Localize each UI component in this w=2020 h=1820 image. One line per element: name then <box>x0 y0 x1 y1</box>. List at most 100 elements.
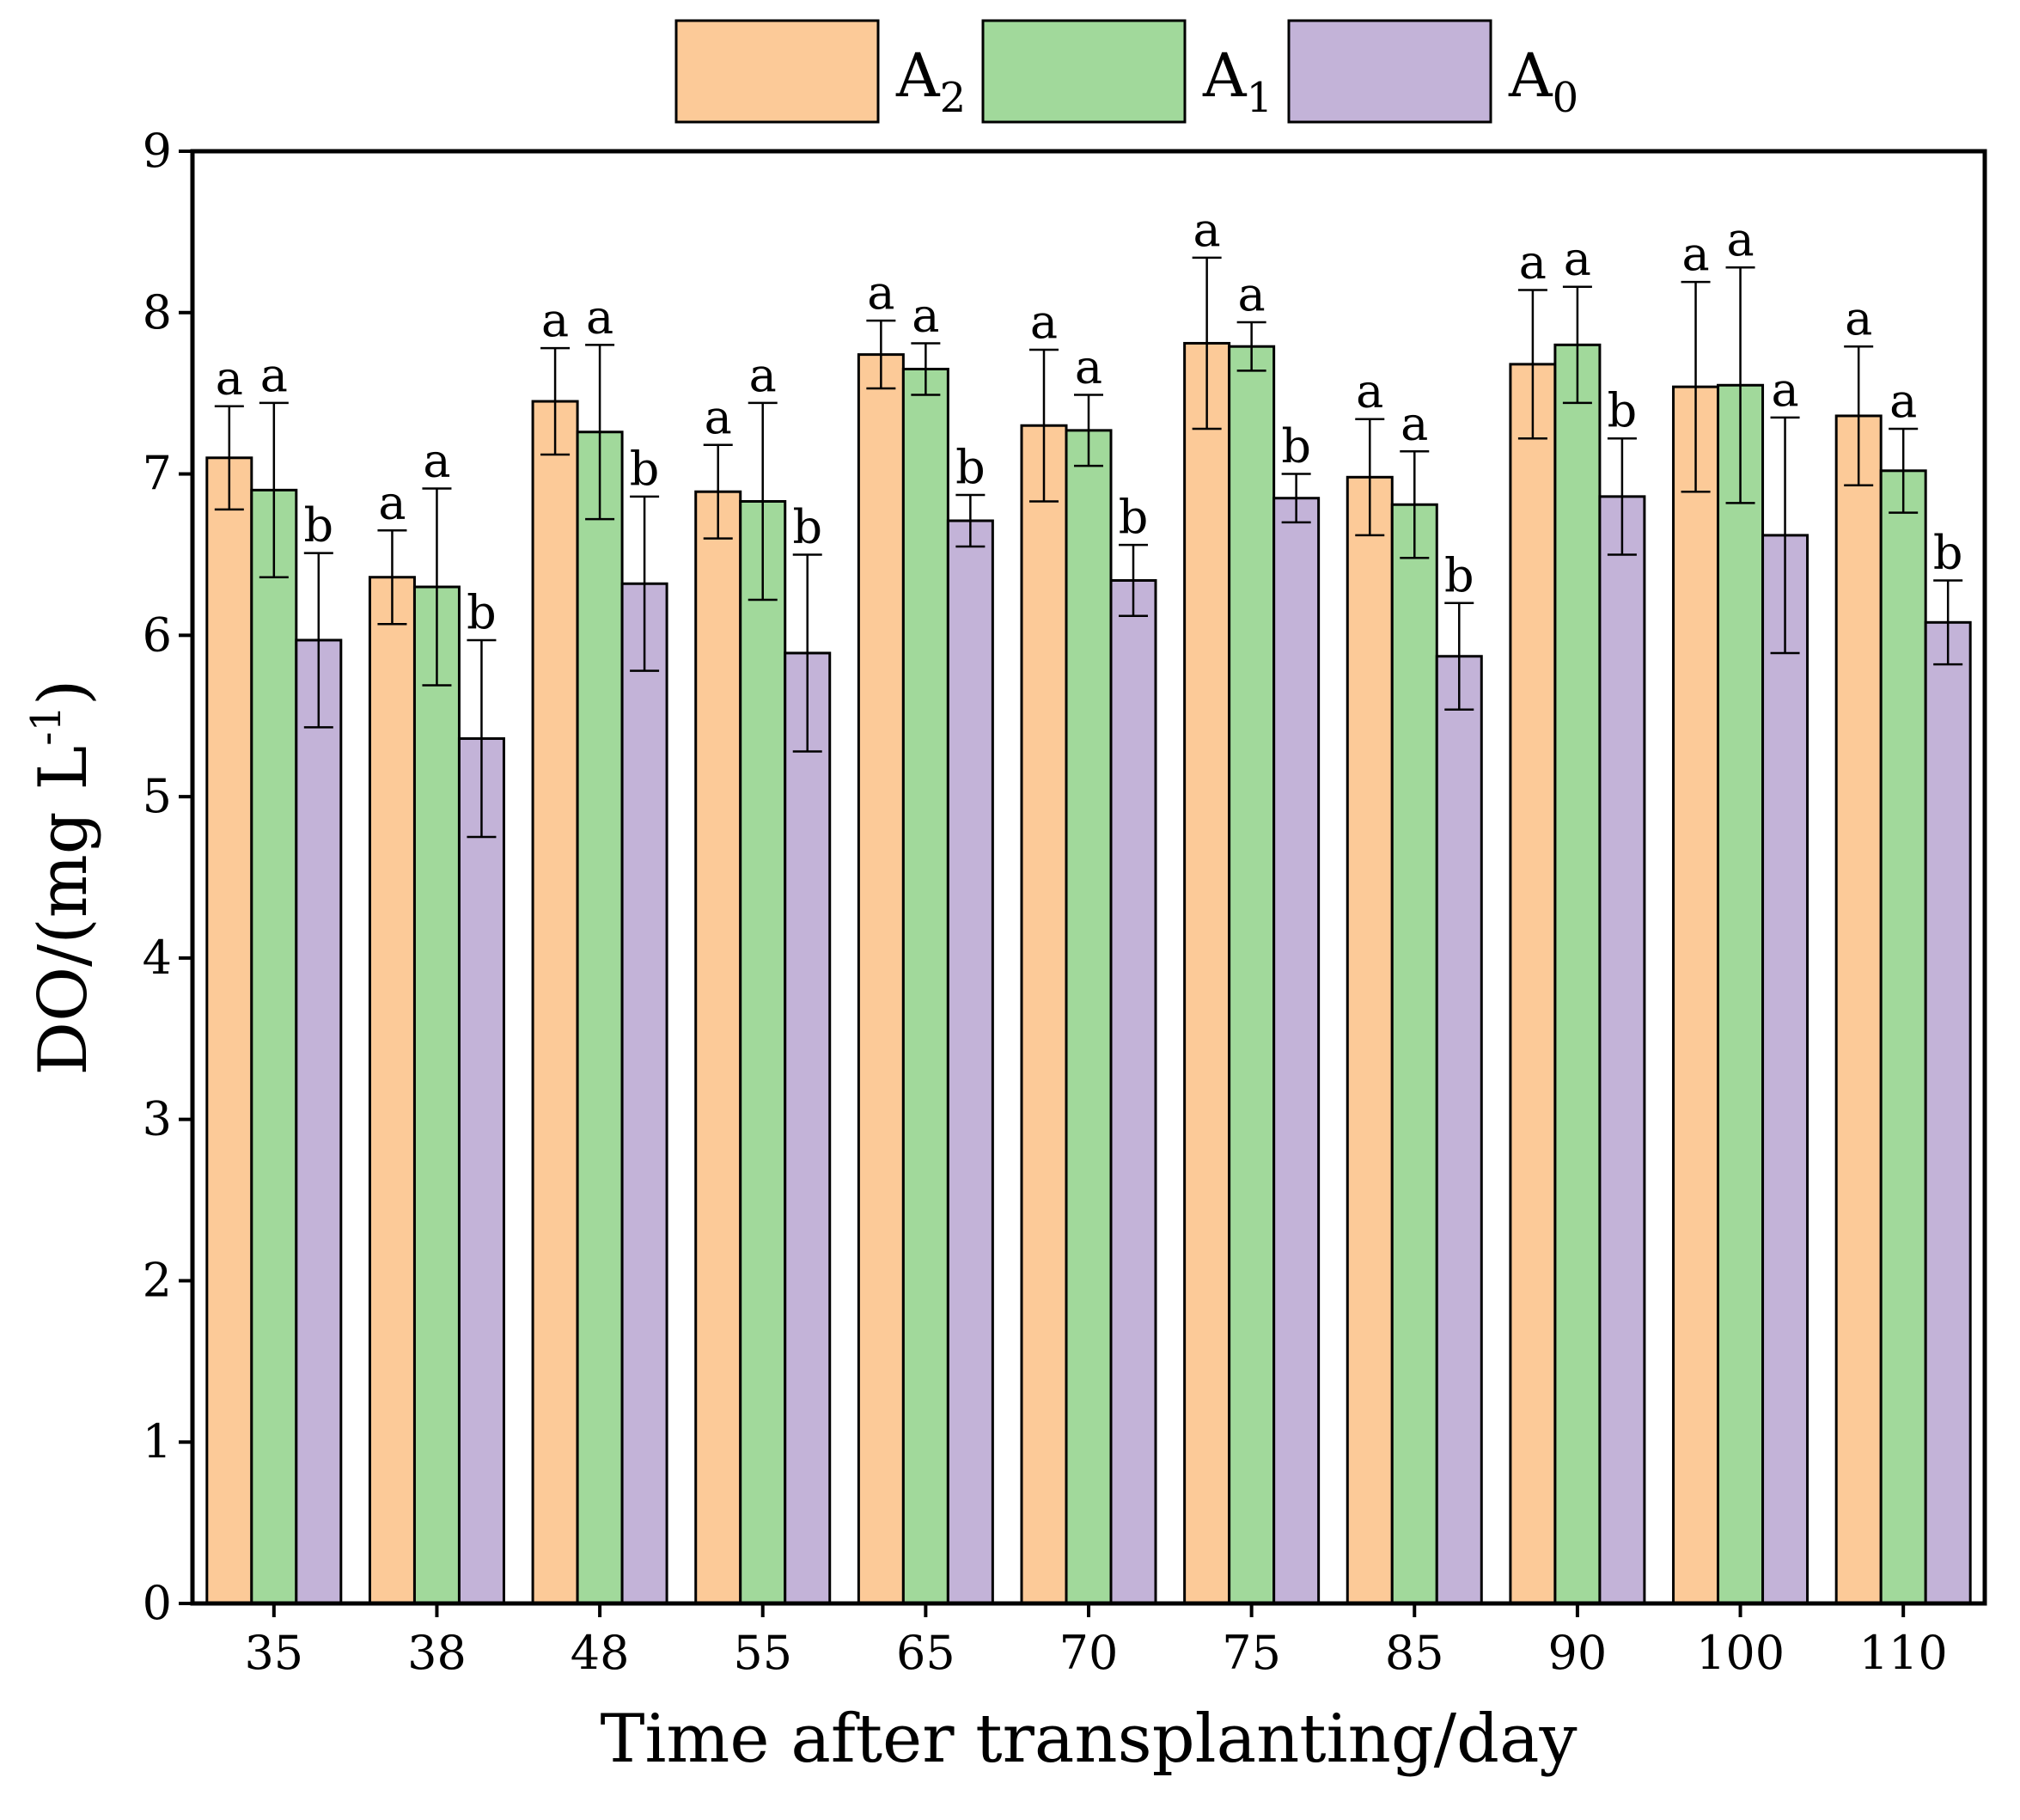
significance-letter-A0-38: b <box>467 585 497 639</box>
significance-letter-A1-90: a <box>1564 232 1591 286</box>
bar-A1-100 <box>1717 383 1765 1605</box>
legend-swatch-A0 <box>1287 19 1492 124</box>
bar-A1-48 <box>576 431 624 1605</box>
x-tick-label-85: 85 <box>1385 1626 1444 1680</box>
bar-A0-48 <box>620 582 668 1605</box>
error-bar-A2-70 <box>1029 348 1059 503</box>
y-tick-label-2: 2 <box>143 1253 172 1307</box>
error-bar-A1-35 <box>259 401 289 578</box>
bar-A2-90 <box>1509 363 1557 1605</box>
legend: A2 A1 A0 <box>674 19 1578 124</box>
significance-letter-A2-70: a <box>1030 295 1058 349</box>
bar-A2-35 <box>205 456 253 1605</box>
significance-letter-A0-75: b <box>1281 419 1311 473</box>
y-tick-label-8: 8 <box>143 285 172 339</box>
error-bars-layer <box>214 256 1963 839</box>
legend-label-subscript: 1 <box>1247 74 1273 122</box>
significance-letter-A2-75: a <box>1193 203 1221 257</box>
bar-A1-35 <box>250 488 298 1605</box>
legend-label-subscript: 2 <box>940 74 967 122</box>
significance-letter-A1-38: a <box>423 433 450 487</box>
error-bar-A0-35 <box>303 552 333 729</box>
y-tick-label-9: 9 <box>143 124 172 178</box>
error-bar-A0-100 <box>1770 416 1800 655</box>
bar-A2-55 <box>694 490 742 1605</box>
bar-A1-110 <box>1879 469 1927 1605</box>
significance-letter-A0-100: a <box>1771 363 1798 417</box>
bar-A0-85 <box>1435 655 1483 1605</box>
x-tick-label-55: 55 <box>733 1626 792 1680</box>
error-bar-A2-55 <box>703 443 733 540</box>
error-bar-A0-48 <box>630 495 660 672</box>
legend-label-A1: A1 <box>1202 40 1272 122</box>
bar-A1-70 <box>1065 429 1113 1605</box>
bar-A0-70 <box>1109 578 1157 1605</box>
bar-A0-90 <box>1598 495 1646 1605</box>
significance-letter-A0-90: b <box>1608 383 1638 437</box>
x-tick-label-70: 70 <box>1059 1626 1119 1680</box>
error-bar-A0-110 <box>1933 579 1963 666</box>
bar-A1-55 <box>739 499 787 1605</box>
y-tick-label-6: 6 <box>143 608 172 662</box>
significance-letter-A1-35: a <box>260 348 288 402</box>
bar-A0-110 <box>1924 620 1972 1605</box>
legend-item-A0: A0 <box>1287 19 1578 124</box>
bar-A1-90 <box>1553 343 1602 1605</box>
significance-letter-A2-90: a <box>1519 235 1547 289</box>
bar-A2-85 <box>1346 475 1394 1605</box>
error-bar-A1-38 <box>422 487 452 687</box>
x-axis: 35 38 48 55 65 70 75 85 90 100 110 <box>244 1603 1948 1680</box>
bar-A0-65 <box>946 519 994 1605</box>
bar-A2-110 <box>1834 414 1883 1605</box>
error-bar-A0-90 <box>1607 437 1637 556</box>
legend-item-A1: A1 <box>981 19 1272 124</box>
error-bar-A1-110 <box>1889 427 1919 514</box>
significance-letter-A1-55: a <box>749 348 777 402</box>
error-bar-A1-48 <box>585 344 615 521</box>
y-axis: 0 1 2 3 4 5 6 7 8 9 <box>143 124 192 1630</box>
bar-A2-38 <box>368 576 416 1605</box>
error-bar-A2-65 <box>866 319 896 390</box>
significance-letter-A2-48: a <box>541 293 569 347</box>
legend-label-main: A <box>895 40 941 111</box>
bar-A2-75 <box>1183 341 1231 1605</box>
error-bar-A1-70 <box>1074 394 1103 467</box>
significance-letter-A1-100: a <box>1726 212 1754 266</box>
legend-label-A0: A0 <box>1508 40 1578 122</box>
error-bar-A2-38 <box>377 529 407 626</box>
significance-letter-A1-65: a <box>912 288 939 342</box>
legend-label-main: A <box>1508 40 1553 111</box>
y-axis-title: DO/(mg L-1) <box>22 680 102 1076</box>
error-bar-A0-55 <box>792 553 822 753</box>
significance-letter-A1-70: a <box>1075 340 1102 394</box>
error-bar-A2-48 <box>540 346 571 456</box>
y-axis-title-close: ) <box>25 680 102 705</box>
error-bar-A2-110 <box>1844 345 1874 486</box>
x-tick-label-65: 65 <box>896 1626 955 1680</box>
error-bar-A0-75 <box>1281 473 1311 524</box>
significance-letter-A1-48: a <box>586 290 613 344</box>
error-bar-A1-65 <box>911 342 941 396</box>
error-bar-A1-55 <box>748 401 778 602</box>
error-bar-A2-75 <box>1192 256 1222 431</box>
significance-letter-A0-48: b <box>630 442 660 496</box>
x-tick-label-90: 90 <box>1548 1626 1608 1680</box>
y-tick-label-0: 0 <box>143 1576 172 1630</box>
error-bar-A0-65 <box>955 493 986 548</box>
error-bar-A0-85 <box>1444 602 1474 711</box>
significance-letter-A2-85: a <box>1356 364 1383 418</box>
significance-letter-A0-65: b <box>955 440 986 494</box>
error-bar-A1-100 <box>1725 266 1755 504</box>
x-tick-label-75: 75 <box>1222 1626 1281 1680</box>
error-bar-A0-70 <box>1119 543 1148 618</box>
legend-label-subscript: 0 <box>1553 74 1579 122</box>
significance-letter-A1-110: a <box>1889 374 1917 428</box>
significance-letter-A2-35: a <box>216 351 243 406</box>
x-tick-label-35: 35 <box>244 1626 303 1680</box>
significance-letter-A0-35: b <box>304 498 334 553</box>
bars-layer <box>205 341 1972 1605</box>
bar-A1-65 <box>901 368 949 1605</box>
bar-A0-75 <box>1272 497 1321 1605</box>
